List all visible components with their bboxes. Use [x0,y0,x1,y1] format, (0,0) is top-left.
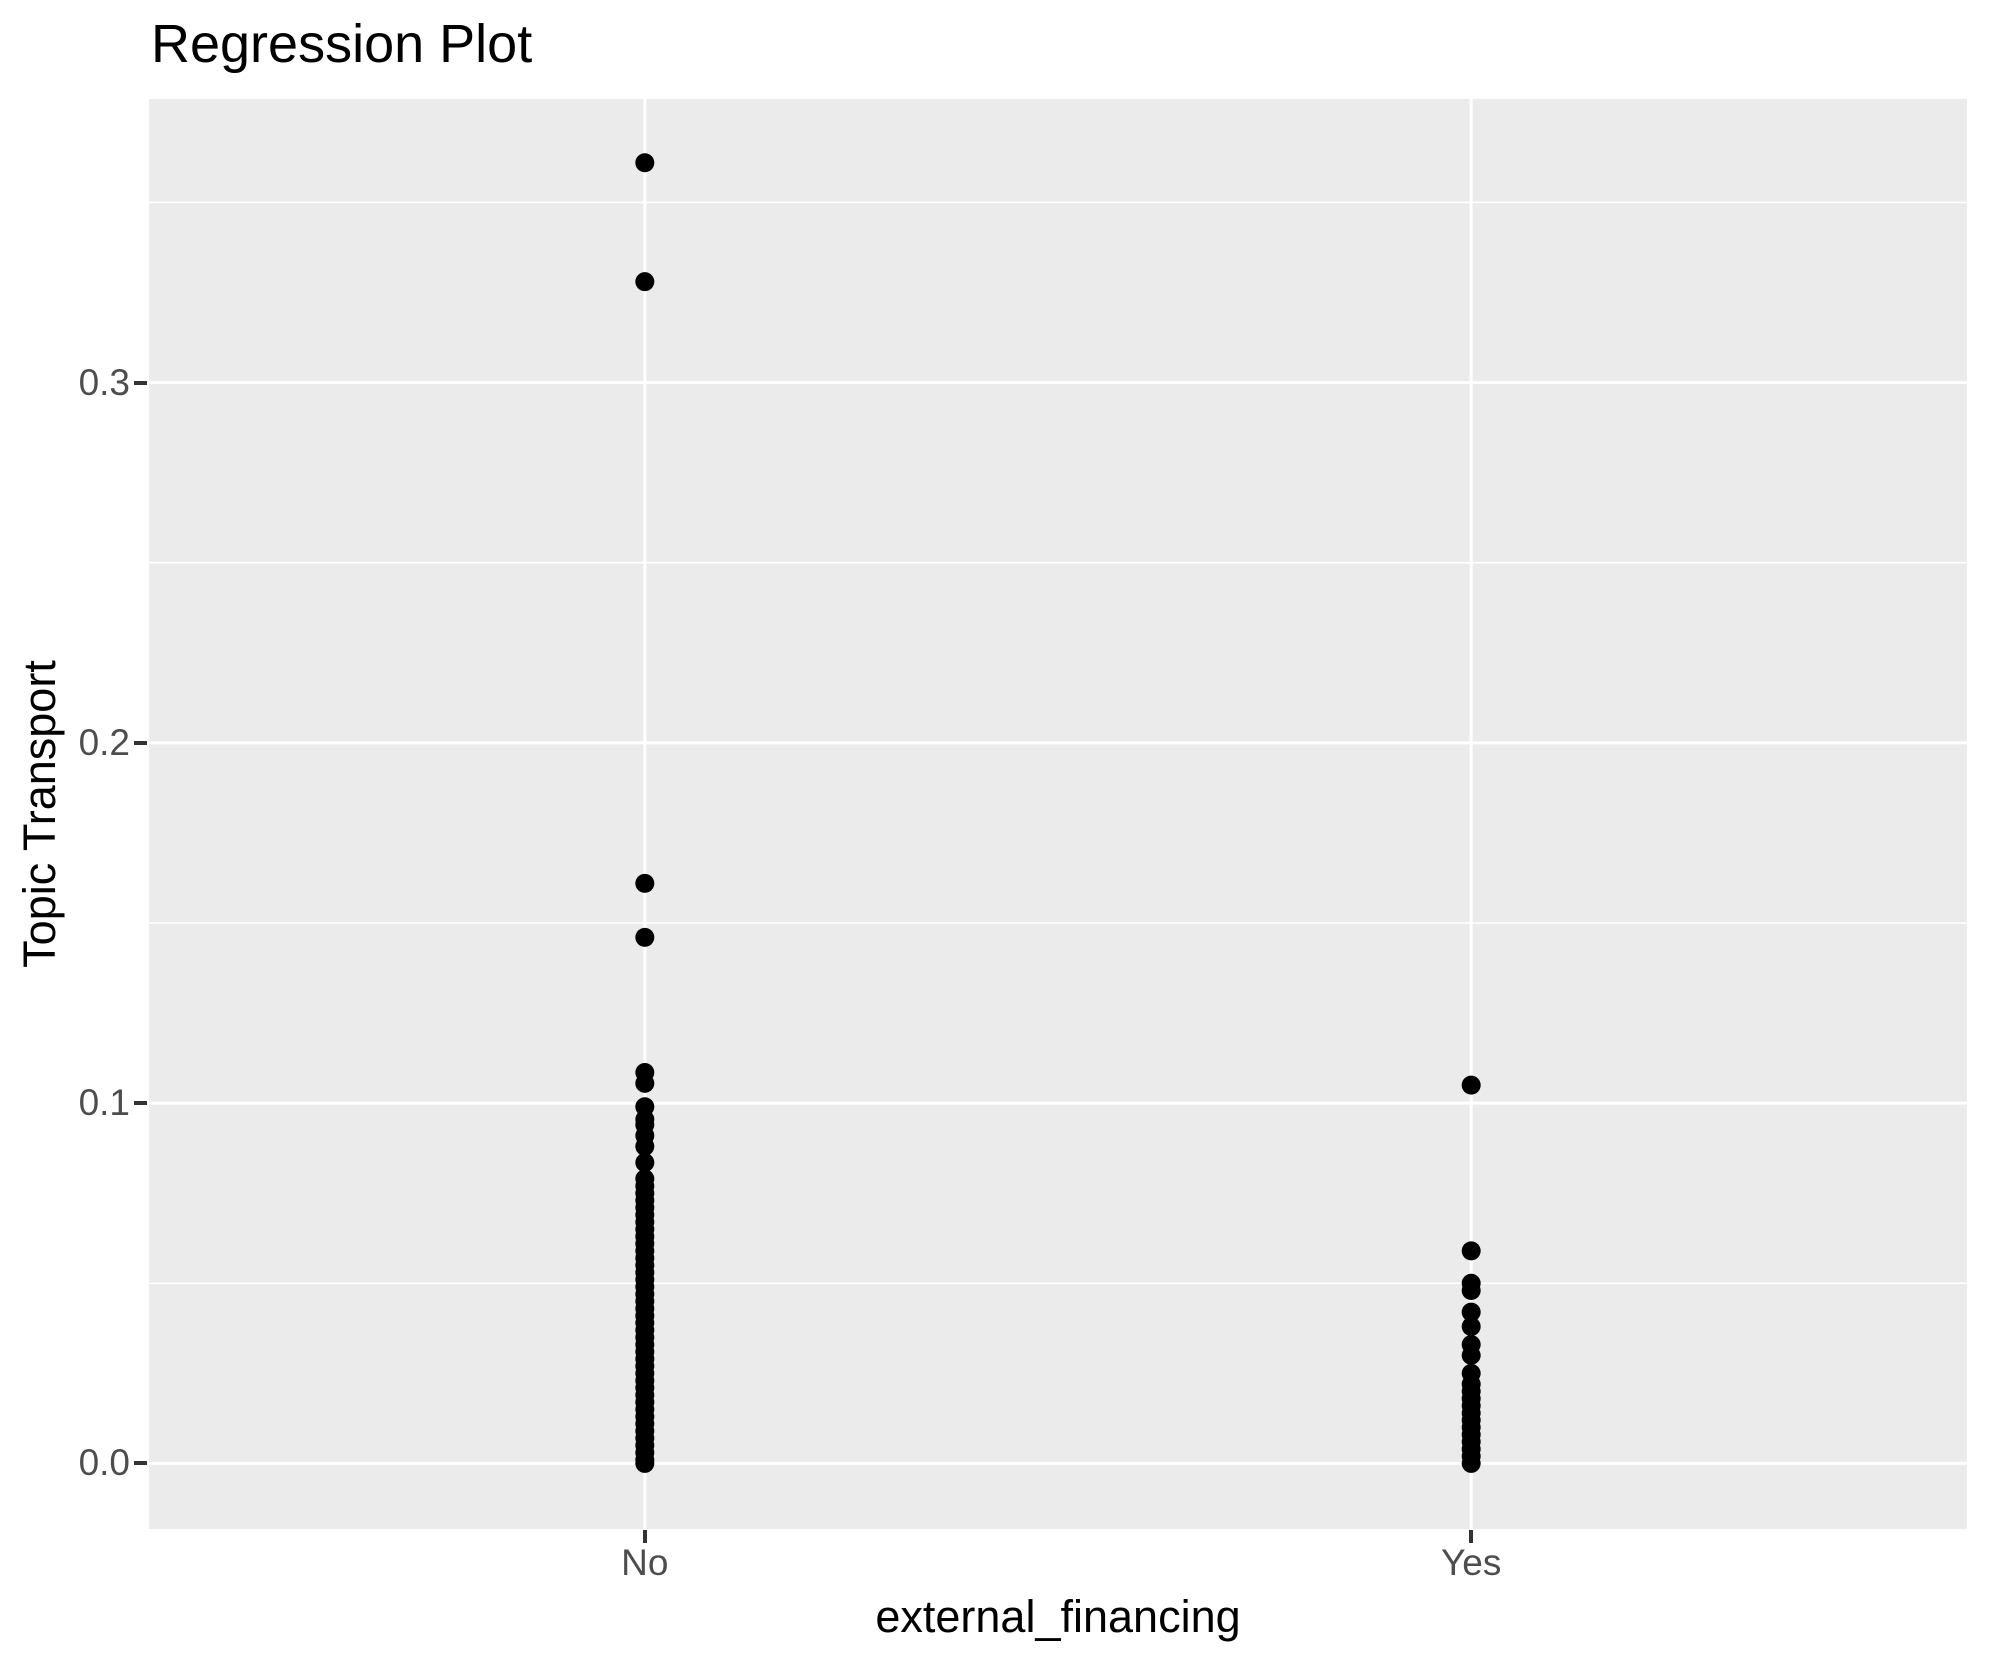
x-tick-label-no: No [621,1542,669,1583]
data-point-yes [1461,1280,1481,1300]
data-point-no [635,1073,655,1093]
data-point-no [635,873,655,893]
chart-title: Regression Plot [151,14,533,74]
data-point-no [635,272,655,292]
data-point-yes [1461,1075,1481,1095]
data-point-yes [1461,1317,1481,1337]
data-point-no [635,927,655,947]
data-point-no [635,1453,655,1473]
x-tick-label-yes: Yes [1440,1542,1502,1583]
data-point-no [635,1136,655,1156]
x-axis-title: external_financing [875,1591,1241,1642]
data-point-yes [1461,1345,1481,1365]
y-tick-mark [134,380,147,385]
data-point-no [635,153,655,173]
y-tick-mark [134,1461,147,1466]
y-tick-label: 0.0 [78,1442,130,1484]
y-tick-label: 0.2 [78,721,130,763]
data-point-yes [1461,1302,1481,1322]
plot-svg [149,99,1967,1529]
data-point-yes [1461,1453,1481,1473]
y-tick-mark [134,740,147,745]
data-point-no [635,1153,655,1173]
plot-panel [149,99,1967,1529]
y-tick-mark [134,1101,147,1106]
x-tick-mark [1469,1530,1474,1543]
y-tick-label: 0.1 [78,1082,130,1124]
x-tick-mark [642,1530,647,1543]
y-axis-title: Topic Transport [14,660,65,968]
y-tick-label: 0.3 [78,361,130,403]
data-point-yes [1461,1241,1481,1261]
